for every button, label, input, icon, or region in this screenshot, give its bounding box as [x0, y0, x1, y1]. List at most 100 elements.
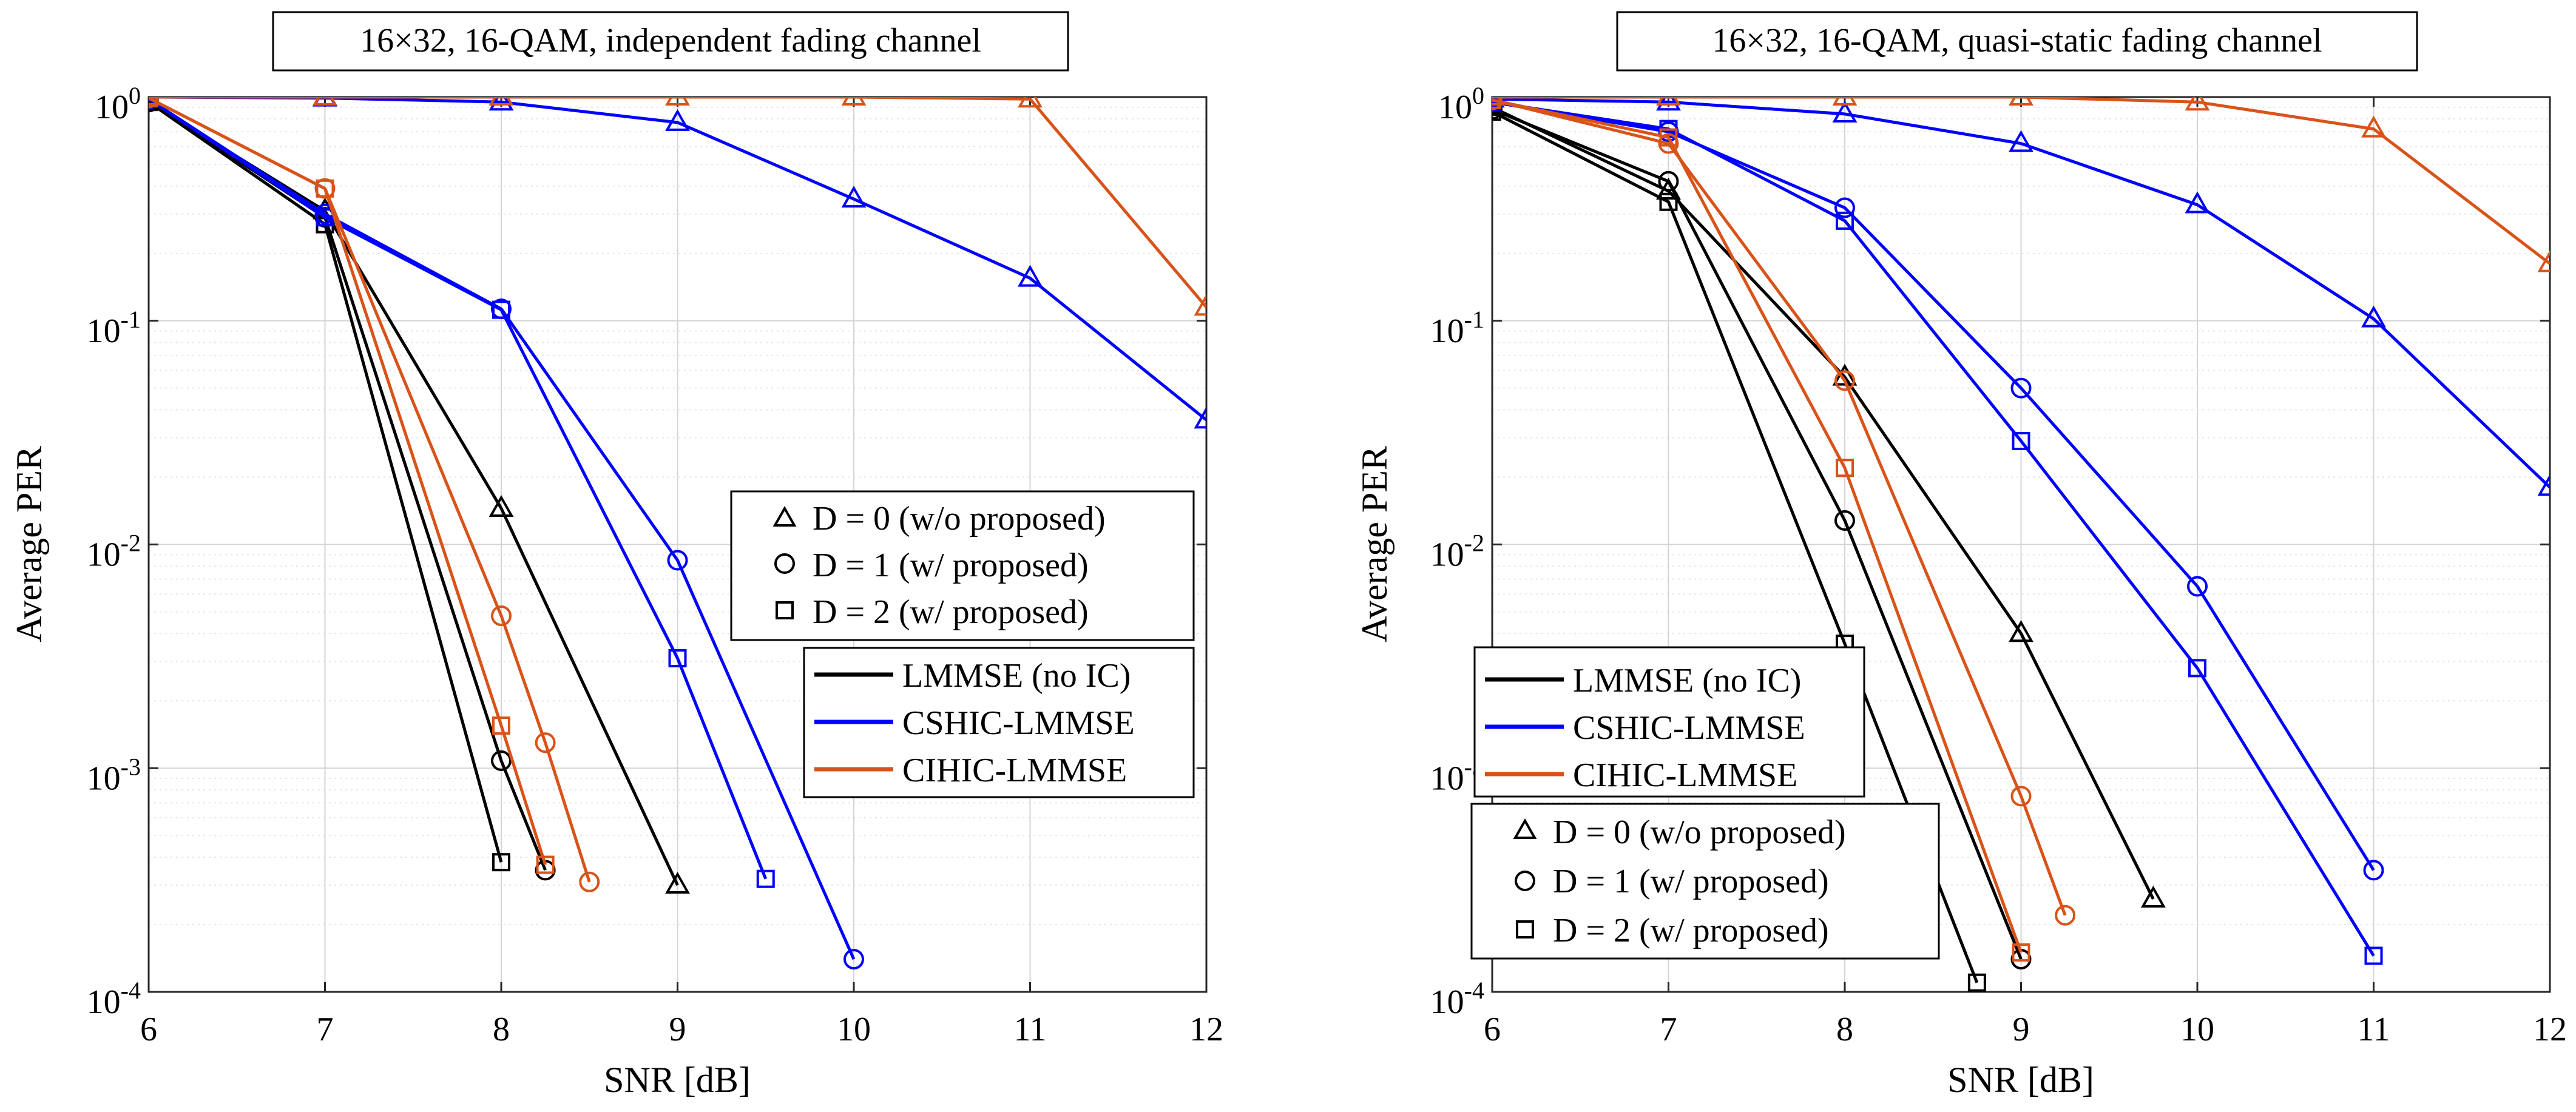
x-tick-label: 8 — [493, 1011, 510, 1048]
data-point-triangle — [2361, 115, 2386, 138]
data-point-triangle — [2537, 250, 2550, 272]
data-point-triangle — [1832, 100, 1858, 123]
data-point-triangle — [1656, 97, 1681, 106]
y-tick-label: 10-4 — [1430, 977, 1484, 1021]
x-tick-label: 6 — [140, 1011, 157, 1048]
series-line-cihic-lmmse-d-2 — [149, 97, 547, 866]
data-point-square — [668, 649, 687, 668]
chart-title-left: 16×32, 16-QAM, independent fading channe… — [360, 22, 981, 59]
y-tick-label: 10-2 — [1430, 530, 1484, 574]
legend-colors-left: LMMSE (no IC) CSHIC-LMMSE CIHIC-LMMSE — [803, 647, 1195, 798]
chart-left: 16×32, 16-QAM, independent fading channe… — [9, 11, 1223, 1100]
series-line-cihic-lmmse-d-2 — [1492, 98, 2023, 953]
data-point-triangle — [2140, 885, 2166, 908]
series-line-lmmse-no-ic-d-0 — [1492, 106, 2155, 900]
legend-label: D = 2 (w/ proposed) — [1553, 912, 1829, 949]
data-point-triangle — [1832, 97, 1858, 106]
data-point-circle — [2010, 786, 2032, 807]
series-line-cihic-lmmse-d-1 — [1492, 98, 2067, 916]
data-point-square — [1836, 211, 1854, 230]
legend-box — [1470, 803, 1940, 960]
data-point-circle — [2010, 377, 2032, 399]
legend-label: CIHIC-LMMSE — [1573, 756, 1797, 794]
legend-label: D = 1 (w/ proposed) — [1553, 863, 1829, 900]
data-point-triangle — [1194, 294, 1206, 316]
series-left — [149, 97, 1206, 970]
legend-square-marker — [1516, 920, 1534, 938]
data-point-square — [1836, 459, 1854, 477]
data-point-triangle — [1018, 265, 1043, 287]
x-axis-label: SNR [dB] — [604, 1060, 751, 1100]
y-tick-label: 10-1 — [87, 306, 141, 350]
data-point-triangle — [1194, 406, 1206, 429]
series-line-lmmse-no-ic-d-1 — [1492, 108, 2023, 960]
x-tick-label: 8 — [1836, 1011, 1853, 1048]
x-axis-label: SNR [dB] — [1947, 1060, 2094, 1100]
data-point-circle — [2187, 576, 2208, 597]
y-axis-label: Average PER — [9, 446, 49, 642]
legend-square-marker — [776, 601, 794, 619]
data-point-square — [316, 179, 334, 198]
data-point-circle — [1834, 370, 1855, 391]
y-tick-label: 100 — [95, 82, 141, 126]
legend-label: CIHIC-LMMSE — [902, 752, 1127, 789]
data-point-circle — [667, 550, 688, 571]
legend-box — [1473, 646, 1865, 798]
series-line-cshic-lmmse-d-2 — [1492, 100, 2375, 957]
x-tick-label: 10 — [2180, 1011, 2214, 1048]
legend-label: LMMSE (no IC) — [1573, 662, 1801, 699]
data-point-circle — [535, 732, 556, 753]
legend-label: D = 0 (w/o proposed) — [813, 500, 1106, 537]
legend-markers-right: D = 0 (w/o proposed) D = 1 (w/ proposed)… — [1470, 803, 1940, 960]
x-tick-label: 9 — [2013, 1011, 2030, 1048]
y-tick-label: 10-3 — [87, 753, 141, 797]
data-point-triangle — [1018, 97, 1043, 108]
data-point-square — [492, 716, 510, 735]
data-point-square — [1492, 103, 1501, 121]
chart-right: 16×32, 16-QAM, quasi-static fading chann… — [1354, 11, 2567, 1100]
data-point-square — [1659, 128, 1678, 147]
series-line-lmmse-no-ic-d-1 — [149, 101, 547, 871]
x-tick-label: 11 — [2358, 1011, 2390, 1048]
data-point-circle — [491, 605, 512, 627]
legend-label: D = 2 (w/ proposed) — [813, 593, 1089, 631]
y-tick-label: 100 — [1438, 82, 1484, 126]
y-tick-label: 10-2 — [87, 530, 141, 574]
data-point-triangle — [1656, 97, 1681, 111]
data-point-triangle — [841, 97, 867, 106]
legend-triangle-marker — [772, 505, 797, 527]
x-tick-label: 11 — [1014, 1011, 1047, 1048]
legend-circle-marker — [1515, 871, 1535, 891]
data-point-triangle — [488, 97, 514, 111]
data-point-circle — [1658, 170, 1679, 192]
x-tick-label: 12 — [2533, 1011, 2567, 1048]
x-tick-label: 9 — [669, 1011, 686, 1048]
data-point-circle — [491, 750, 512, 771]
data-point-triangle — [665, 109, 690, 131]
data-point-square — [149, 97, 158, 107]
y-tick-label: 10-4 — [87, 977, 141, 1021]
series-line-cshic-lmmse-d-1 — [1492, 100, 2375, 871]
data-point-circle — [2363, 860, 2384, 881]
legend-box — [730, 490, 1195, 641]
data-point-square — [2012, 431, 2030, 450]
data-point-triangle — [2185, 191, 2210, 214]
x-tick-label: 6 — [1484, 1011, 1501, 1048]
legend-triangle-marker — [1513, 818, 1537, 839]
data-point-triangle — [841, 186, 867, 208]
legend-label: D = 1 (w/ proposed) — [813, 547, 1089, 584]
data-point-triangle — [488, 494, 514, 517]
data-point-triangle — [2537, 474, 2550, 496]
series-line-cshic-lmmse-d-0 — [1492, 97, 2550, 489]
data-point-triangle — [665, 872, 690, 894]
data-point-square — [1659, 192, 1678, 211]
series-line-cshic-lmmse-d-2 — [149, 98, 768, 880]
data-point-square — [2188, 659, 2206, 678]
data-point-triangle — [665, 97, 690, 106]
data-point-circle — [1834, 510, 1855, 531]
data-point-square — [2012, 943, 2030, 962]
chart-title-right: 16×32, 16-QAM, quasi-static fading chann… — [1712, 22, 2322, 59]
data-point-triangle — [488, 97, 514, 106]
title-box-left — [272, 11, 1069, 72]
